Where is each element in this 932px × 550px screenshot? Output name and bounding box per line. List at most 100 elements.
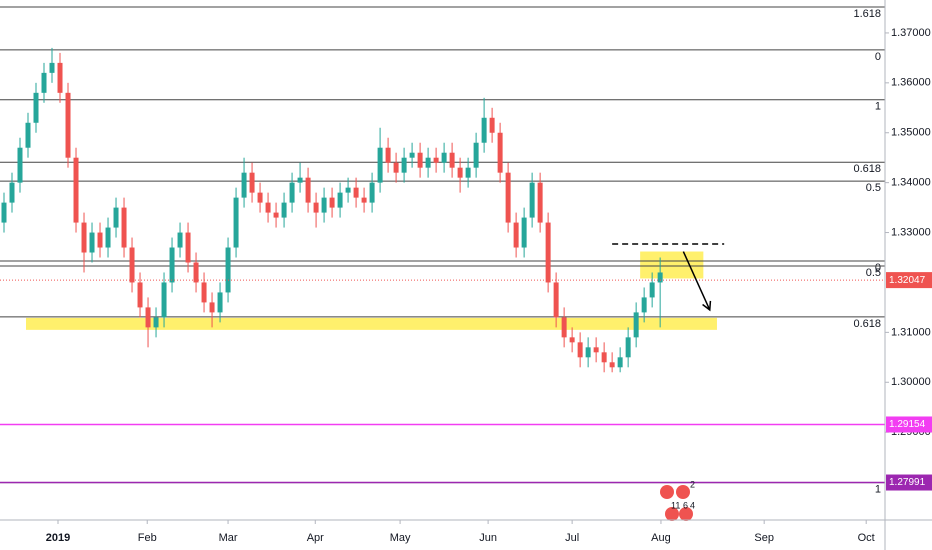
candle-body [617, 357, 623, 368]
candle-body [273, 212, 279, 218]
candle-body [353, 187, 359, 198]
candle-body [281, 202, 287, 218]
candle-body [497, 132, 503, 173]
y-tick-label: 1.34000 [891, 177, 931, 189]
candle-body [97, 232, 103, 248]
candle-body [657, 272, 663, 283]
candle-body [409, 152, 415, 158]
candle-body [121, 207, 127, 248]
candle-body [641, 297, 647, 313]
candle-body [289, 182, 295, 203]
candle-body [321, 197, 327, 213]
candle-body [1, 202, 7, 223]
candle-body [201, 282, 207, 303]
fib-label: 0.618 [853, 163, 881, 175]
candle-body [369, 182, 375, 203]
candle-body [161, 282, 167, 318]
candle-body [209, 302, 215, 313]
candle-body [17, 147, 23, 183]
fib-label: 1 [875, 101, 881, 113]
candle-body [441, 152, 447, 163]
x-tick-label: Mar [219, 532, 238, 544]
candle-body [305, 177, 311, 203]
candle-body [49, 62, 55, 73]
candle-body [569, 337, 575, 343]
event-icons [660, 485, 693, 521]
price-badge-label: 1.29154 [889, 419, 926, 430]
x-tick-label: Oct [858, 532, 875, 544]
candle-body [401, 157, 407, 173]
candle-body [113, 207, 119, 228]
candle-body [649, 282, 655, 298]
candle-body [529, 182, 535, 218]
candle-body [257, 192, 263, 203]
candle-body [505, 172, 511, 223]
fib-label: 0 [875, 51, 881, 63]
candle-body [217, 292, 223, 313]
x-tick-label: Sep [754, 532, 774, 544]
fib-label: 0.5 [866, 267, 881, 279]
candle-body [89, 232, 95, 253]
candle-body [609, 362, 615, 368]
candle-body [329, 197, 335, 208]
candle-body [361, 197, 367, 203]
event-label: 11 [671, 500, 680, 510]
candle-body [9, 182, 15, 203]
candle-body [465, 167, 471, 178]
x-tick-label: 2019 [46, 532, 70, 544]
price-badge [886, 272, 932, 289]
arrow [682, 251, 711, 311]
fib-label: 1.618 [853, 8, 881, 20]
candle-body [137, 282, 143, 308]
candle-body [57, 62, 63, 93]
candle-body [169, 247, 175, 283]
candle-body [377, 147, 383, 183]
candle-body [233, 197, 239, 248]
candle-body [425, 157, 431, 168]
candle-body [297, 177, 303, 183]
y-tick-label: 1.37000 [891, 27, 931, 39]
candle-body [145, 307, 151, 328]
price-badge-label: 1.27991 [889, 477, 926, 488]
y-tick-label: 1.36000 [891, 77, 931, 89]
candle-body [561, 317, 567, 338]
event-icon [660, 485, 674, 499]
candle-body [25, 122, 31, 148]
x-tick-label: Aug [651, 532, 671, 544]
candle-body [553, 282, 559, 318]
x-tick-label: May [390, 532, 411, 544]
candle-body [473, 142, 479, 168]
event-label: 2 [690, 479, 695, 489]
candle-body [337, 192, 343, 208]
candle-body [65, 92, 71, 158]
candle-body [241, 172, 247, 198]
candle-body [73, 157, 79, 223]
price-badge [886, 474, 932, 491]
event-icon [679, 507, 693, 521]
candle-body [481, 117, 487, 143]
candle-body [193, 262, 199, 283]
fib-label: 1 [875, 483, 881, 495]
candle-body [33, 92, 39, 123]
candle-body [225, 247, 231, 293]
candle-body [593, 347, 599, 353]
event-icon [676, 485, 690, 499]
candle-body [41, 72, 47, 93]
candle-body [249, 172, 255, 193]
fib-label: 0.5 [866, 182, 881, 194]
candle-body [177, 232, 183, 248]
candle-body [129, 247, 135, 283]
zone [26, 317, 717, 330]
candle-body [513, 222, 519, 248]
y-tick-label: 1.33000 [891, 226, 931, 238]
candle-body [105, 227, 111, 248]
price-badge [886, 416, 932, 433]
candle-body [185, 232, 191, 263]
event-label: 4 [690, 500, 695, 510]
candle-body [585, 347, 591, 358]
candle-body [577, 342, 583, 358]
y-tick-label: 1.30000 [891, 376, 931, 388]
candle-body [537, 182, 543, 223]
